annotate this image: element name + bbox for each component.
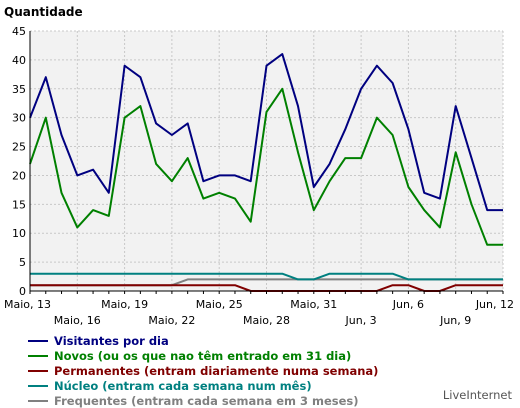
x-tick-labels: Maio, 13 Maio, 19 Maio, 25 Maio, 31 Jun, 6 Ju…: [4, 298, 514, 327]
legend-item-novos: Novos (ou os que nao têm entrado em 31 d…: [28, 348, 378, 363]
gridlines: [29, 30, 504, 292]
x-tick-label: Jun, 6: [392, 298, 424, 311]
y-tick-label: 35: [12, 83, 26, 96]
legend-swatch: [28, 354, 48, 357]
legend-label: Núcleo (entram cada semana num mês): [54, 378, 312, 393]
series-line: [29, 87, 503, 246]
y-tick-label: 10: [12, 227, 26, 240]
legend-label: Visitantes por dia: [54, 333, 169, 348]
y-tick-label: 20: [12, 169, 26, 182]
x-tick-label: Jun, 12: [475, 298, 514, 311]
y-tick-label: 5: [19, 256, 26, 269]
x-tick-label: Maio, 31: [290, 298, 337, 311]
x-tick-label: Maio, 28: [243, 314, 290, 327]
legend-item-nucleo: Núcleo (entram cada semana num mês): [28, 378, 378, 393]
legend-swatch: [28, 384, 48, 387]
series-line: [30, 272, 503, 281]
x-tick-label: Maio, 25: [196, 298, 243, 311]
axes: [29, 31, 504, 294]
x-tick-label: Maio, 19: [101, 298, 148, 311]
legend-swatch: [28, 339, 48, 342]
y-tick-label: 45: [12, 25, 26, 38]
y-axis-title: Quantidade: [4, 5, 83, 19]
y-tick-label: 15: [12, 198, 26, 211]
y-tick-labels: 0 5 10 15 20 25 30 35 40 45: [12, 25, 26, 298]
legend-swatch: [28, 399, 48, 402]
legend-label: Permanentes (entram diariamente numa sem…: [54, 363, 379, 378]
y-tick-label: 30: [12, 112, 26, 125]
legend-label: Frequentes (entram cada semana em 3 mese…: [54, 393, 359, 408]
y-tick-label: 0: [19, 285, 26, 298]
y-tick-label: 40: [12, 54, 26, 67]
legend-swatch: [28, 369, 48, 372]
x-tick-label: Maio, 13: [4, 298, 51, 311]
x-tick-label: Maio, 22: [148, 314, 195, 327]
y-tick-label: 25: [12, 141, 26, 154]
brand-label: LiveInternet: [442, 388, 512, 402]
legend-label: Novos (ou os que nao têm entrado em 31 d…: [54, 348, 352, 363]
x-tick-label: Jun, 9: [439, 314, 471, 327]
x-tick-label: Maio, 16: [54, 314, 101, 327]
legend-item-visitantes: Visitantes por dia: [28, 333, 378, 348]
x-tick-label: Jun, 3: [345, 314, 377, 327]
legend-item-frequentes: Frequentes (entram cada semana em 3 mese…: [28, 393, 378, 408]
legend-item-permanentes: Permanentes (entram diariamente numa sem…: [28, 363, 378, 378]
series-line: [29, 53, 503, 212]
legend: Visitantes por dia Novos (ou os que nao …: [28, 333, 378, 408]
